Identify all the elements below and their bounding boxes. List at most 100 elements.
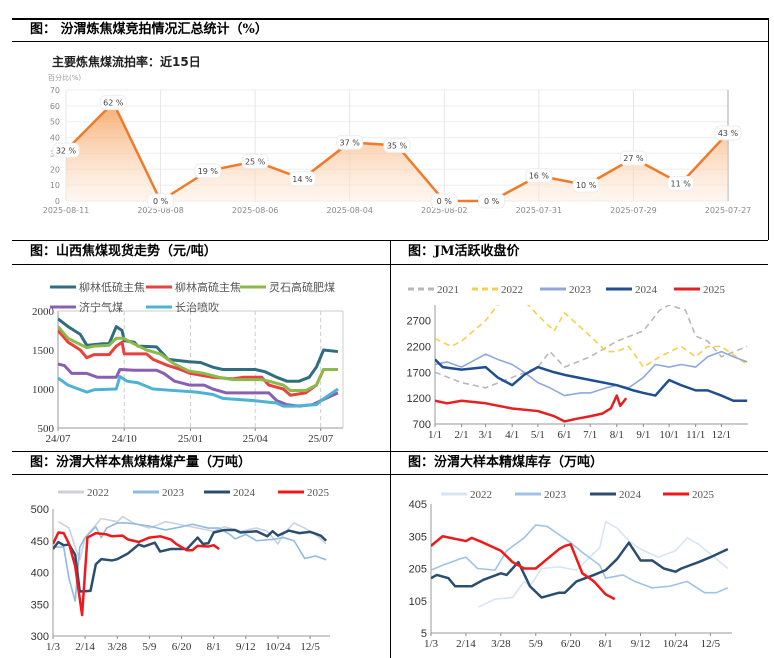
y-tick-label: 5 <box>421 628 427 640</box>
data-label-box <box>619 150 647 166</box>
header-inventory: 图：汾渭大样本精煤库存（万吨） <box>408 455 604 470</box>
legend-label: 柳林高硫主焦 <box>175 280 241 294</box>
data-label-box <box>336 134 364 150</box>
y-tick-label: 2700 <box>407 316 431 328</box>
y-tick-label: 500 <box>31 504 49 516</box>
x-tick-label: 9/1 <box>636 429 650 441</box>
divider <box>390 240 391 658</box>
x-tick-label: 25/01 <box>178 433 203 445</box>
series-line-灵石高硫肥煤 <box>58 325 338 393</box>
x-tick-label: 2025-07-29 <box>610 206 657 215</box>
y-tick-label: 1200 <box>407 393 431 405</box>
x-tick-label: 3/28 <box>107 641 127 653</box>
y-tick-label: 700 <box>413 419 431 431</box>
y-tick-label: 405 <box>409 499 427 511</box>
series-group <box>431 520 729 608</box>
series-line-2023 <box>435 350 748 397</box>
x-tick-label: 5/9 <box>529 638 544 650</box>
series-group <box>58 317 339 408</box>
series-line-2024 <box>435 358 748 402</box>
y-tick-label: 205 <box>409 564 427 576</box>
series-line-2025 <box>53 531 220 617</box>
data-label: 16 % <box>529 172 550 181</box>
data-label-box <box>572 177 600 193</box>
x-tick-label: 25/07 <box>308 433 334 445</box>
legend-label: 2021 <box>437 284 459 296</box>
series-line-2024 <box>53 528 328 593</box>
legend-label: 2024 <box>619 489 642 501</box>
series-group <box>435 305 748 423</box>
series-line-济宁气煤 <box>58 362 339 408</box>
x-tick-label: 3/28 <box>491 638 511 650</box>
x-tick-label: 12/5 <box>701 638 721 650</box>
x-tick-label: 2025-08-02 <box>421 206 468 215</box>
x-tick-label: 5/9 <box>142 641 157 653</box>
data-label-box <box>147 193 175 209</box>
legend-label: 长治喷吹 <box>175 300 219 314</box>
data-label: 35 % <box>387 142 408 151</box>
legend-label: 2023 <box>569 284 592 296</box>
x-tick-label: 12/5 <box>300 641 320 653</box>
x-tick-label: 1/1 <box>428 429 442 441</box>
x-tick-label: 12/1 <box>712 429 732 441</box>
series-line-2025 <box>435 394 628 423</box>
legend-label: 2025 <box>703 284 726 296</box>
series-line-2021 <box>435 305 748 389</box>
y-tick-label: 70 <box>50 86 60 95</box>
x-tick-label: 8/1 <box>599 638 613 650</box>
legend-label: 2025 <box>692 489 715 501</box>
data-label-box <box>241 153 269 169</box>
header-production: 图：汾渭大样本焦煤精煤产量（万吨） <box>30 455 252 470</box>
y-tick-label: 350 <box>31 599 49 611</box>
series-line-2023 <box>53 522 327 602</box>
legend-label: 2022 <box>87 487 109 499</box>
series-line-2024 <box>431 541 729 599</box>
legend-label: 2023 <box>162 487 185 499</box>
data-label: 10 % <box>576 181 597 190</box>
data-label-box <box>99 95 127 111</box>
legend-label: 2025 <box>307 487 330 499</box>
legend-label: 2022 <box>501 284 523 296</box>
data-label-box <box>383 138 411 153</box>
header-jm: 图：JM活跃收盘价 <box>408 244 520 259</box>
x-tick-label: 2025-08-11 <box>43 206 90 215</box>
y-tick-label: 20 <box>50 165 60 174</box>
x-tick-label: 2/1 <box>455 429 469 441</box>
series-line-2022 <box>478 520 729 608</box>
x-tick-label: 10/24 <box>265 641 291 653</box>
legend-label: 2023 <box>544 489 567 501</box>
x-tick-label: 2025-07-27 <box>705 206 752 215</box>
data-label: 0 % <box>437 197 453 206</box>
series-line-2023 <box>431 524 729 594</box>
y-tick-label: 450 <box>31 536 49 548</box>
top-border <box>12 18 768 20</box>
x-tick-label: 10/24 <box>663 638 689 650</box>
x-tick-label: 10/1 <box>659 429 679 441</box>
series-line-2022 <box>435 305 748 368</box>
x-tick-label: 2025-08-08 <box>137 206 184 215</box>
data-label: 0 % <box>153 197 169 206</box>
data-label-box <box>525 168 553 184</box>
header-shanxi: 图：山西焦煤现货走势（元/吨） <box>30 244 217 259</box>
x-tick-label: 3/1 <box>479 429 493 441</box>
x-tick-label: 5/1 <box>531 429 545 441</box>
x-tick-label: 11/1 <box>686 429 705 441</box>
x-tick-label: 25/04 <box>243 433 269 445</box>
series-line-2025 <box>431 535 616 601</box>
series-line-柳林低硫主焦 <box>58 317 339 383</box>
data-label: 14 % <box>292 175 313 184</box>
y-tick-label: 2200 <box>407 341 431 353</box>
y-tick-label: 400 <box>31 568 49 580</box>
x-tick-label: 9/12 <box>236 641 256 653</box>
x-tick-label: 1/3 <box>424 638 439 650</box>
y-axis-label: 百分比(%) <box>48 73 81 82</box>
x-tick-label: 1/3 <box>46 641 61 653</box>
series-line-长治喷吹 <box>58 375 339 408</box>
data-label: 0 % <box>484 197 500 206</box>
x-tick-label: 7/1 <box>583 429 597 441</box>
legend-label: 柳林低硫主焦 <box>79 280 145 294</box>
series-line-柳林高硫主焦 <box>58 329 338 397</box>
divider <box>768 18 769 240</box>
data-label: 19 % <box>198 167 219 176</box>
